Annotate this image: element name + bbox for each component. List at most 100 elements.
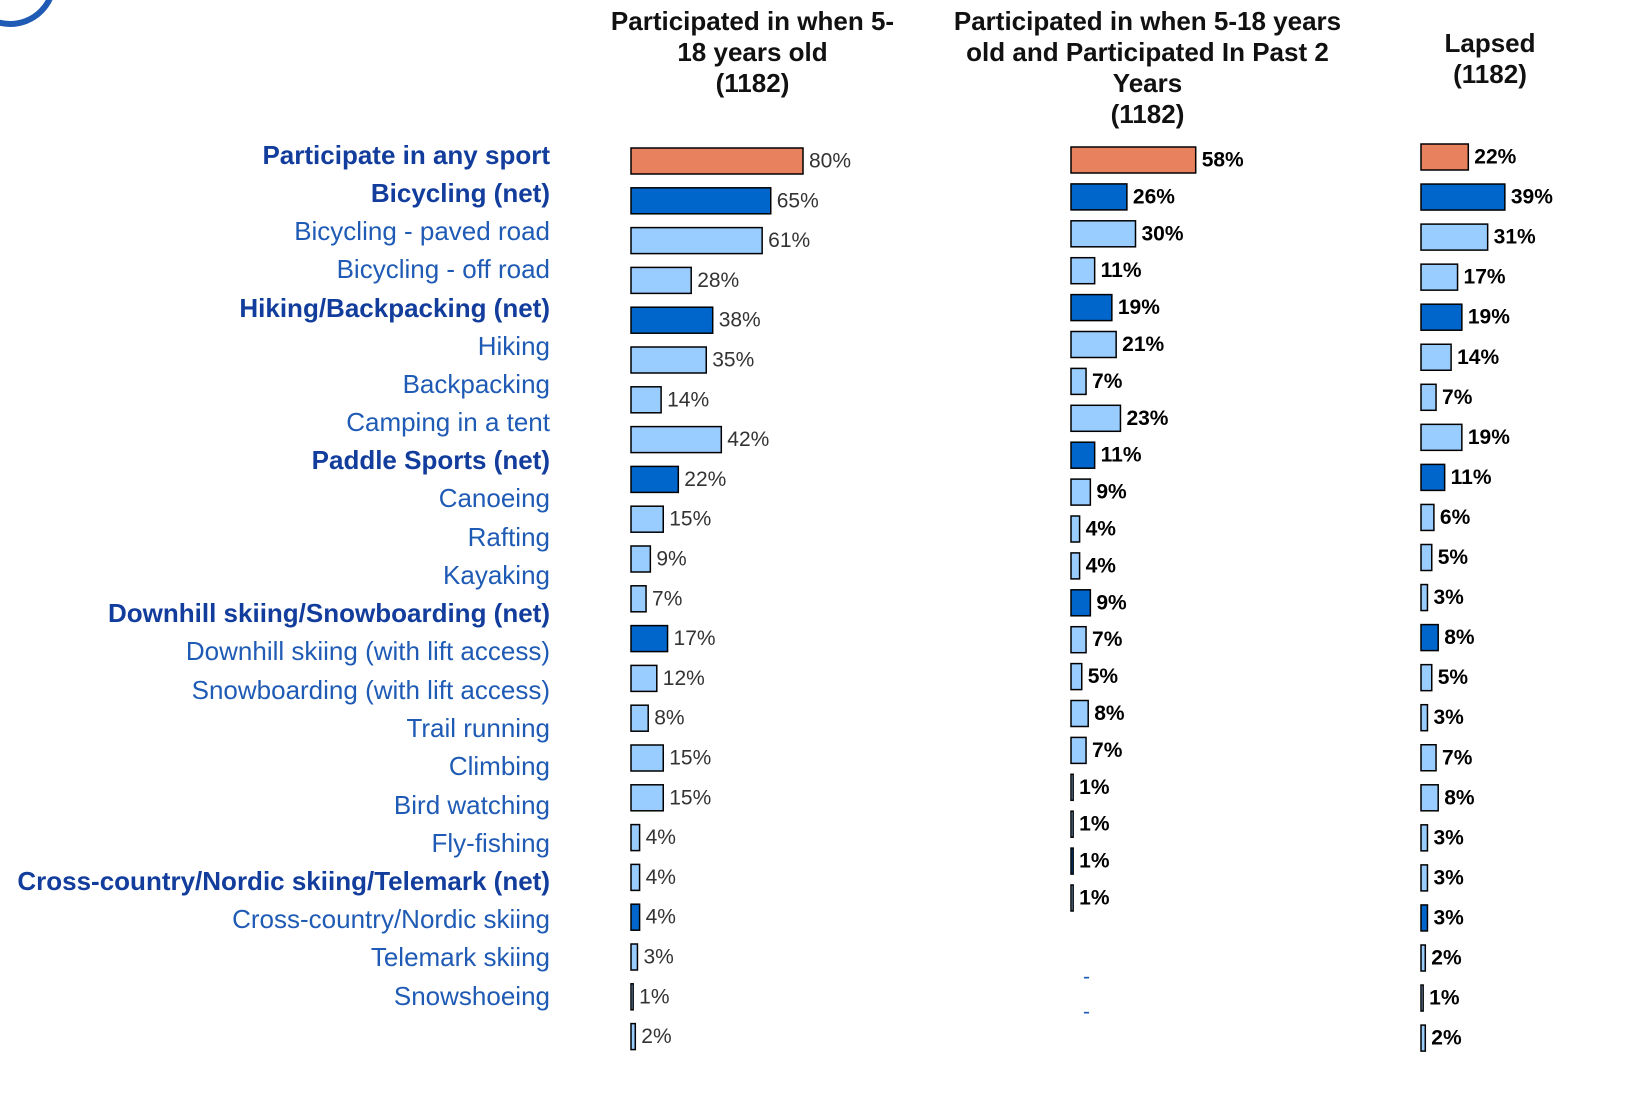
category-label: Downhill skiing (with lift access)	[185, 636, 550, 667]
value-label: 4%	[1086, 518, 1117, 541]
value-label: 3%	[1433, 586, 1464, 609]
bar	[630, 386, 662, 414]
value-label: 9%	[1096, 591, 1127, 614]
bar	[630, 505, 664, 533]
bar	[1420, 703, 1429, 732]
value-label: 2%	[641, 1025, 671, 1048]
value-label: 8%	[1444, 786, 1475, 809]
category-label: Backpacking	[402, 368, 550, 399]
value-label: 15%	[669, 508, 711, 531]
value-label: 1%	[1429, 987, 1460, 1010]
category-label: Bicycling - paved road	[294, 216, 550, 246]
category-label: Climbing	[448, 751, 550, 782]
value-label: 7%	[1092, 628, 1123, 651]
category-label: Participate in any sport	[262, 140, 550, 170]
column-header-base: (1182)	[1110, 99, 1185, 129]
category-label: Snowboarding (with lift access)	[191, 674, 550, 705]
bar	[630, 425, 723, 454]
category-label: Bicycling (net)	[370, 178, 550, 208]
value-label: 7%	[1442, 746, 1473, 769]
value-label: 30%	[1142, 222, 1184, 245]
value-label: -	[1083, 966, 1090, 989]
column-header-base: (1182)	[715, 68, 790, 98]
bar	[1420, 1024, 1427, 1052]
bar	[1070, 515, 1081, 543]
bar	[630, 545, 652, 573]
bar	[1420, 824, 1429, 852]
value-label: 4%	[646, 826, 676, 849]
value-label: 15%	[669, 747, 711, 770]
bar	[630, 306, 714, 334]
bar	[1070, 183, 1128, 211]
bar	[1070, 330, 1117, 359]
category-label: Bicycling - off road	[336, 254, 550, 285]
value-label: 65%	[777, 189, 819, 212]
category-label: Snowshoeing	[393, 980, 550, 1011]
category-label: Cross-country/Nordic skiing/Telemark (ne…	[17, 866, 550, 897]
value-label: 19%	[1468, 306, 1510, 329]
bar	[1070, 847, 1074, 875]
value-label: 35%	[712, 349, 754, 372]
column-header-title: Participated in when 5-18 years old and …	[953, 6, 1342, 98]
value-label: 22%	[1474, 146, 1516, 169]
column-header-title: Participated in when 5-18 years old	[610, 6, 895, 67]
bar	[1420, 263, 1459, 291]
column-header: Lapsed (1182)	[1400, 28, 1580, 90]
column-header-title: Lapsed	[1444, 28, 1536, 58]
bar	[1420, 343, 1452, 371]
logo-fragment	[0, 0, 53, 27]
value-label: 1%	[1079, 776, 1110, 799]
value-label: 4%	[1086, 554, 1117, 577]
value-label: 15%	[669, 786, 711, 809]
bar	[630, 664, 658, 693]
bar	[1420, 944, 1427, 972]
bar	[1420, 984, 1424, 1012]
bar	[630, 903, 641, 931]
value-label: 6%	[1440, 506, 1471, 529]
bar	[630, 346, 707, 374]
value-label: 3%	[1433, 706, 1464, 729]
bar	[630, 1022, 637, 1051]
bar	[1070, 662, 1083, 691]
value-label: 26%	[1133, 185, 1175, 208]
column-header-base: (1182)	[1453, 59, 1527, 89]
category-label: Paddle Sports (net)	[311, 445, 550, 476]
value-label: 3%	[1433, 866, 1464, 889]
value-label: 11%	[1101, 444, 1142, 467]
bar	[1070, 810, 1074, 838]
bar	[630, 187, 772, 215]
bar	[1070, 404, 1122, 433]
column-header: Participated in when 5-18 years old and …	[950, 6, 1345, 130]
bar	[1070, 773, 1074, 802]
bar	[1420, 503, 1435, 532]
bar	[1420, 143, 1470, 171]
category-label: Bird watching	[393, 789, 550, 820]
value-label: 9%	[656, 548, 686, 571]
bar	[630, 226, 763, 255]
value-label: 1%	[1079, 887, 1110, 910]
bar	[630, 943, 639, 971]
bar	[1420, 663, 1433, 692]
value-label: 2%	[1431, 947, 1462, 970]
value-label: 11%	[1451, 466, 1492, 489]
bar	[1420, 223, 1489, 251]
bar	[1420, 784, 1439, 812]
bar	[1070, 293, 1113, 322]
category-label: Hiking	[477, 330, 550, 361]
category-label: Hiking/Backpacking (net)	[239, 292, 550, 323]
value-label: 9%	[1096, 481, 1127, 504]
value-label: 14%	[667, 388, 709, 411]
bar	[1420, 183, 1506, 211]
value-label: 1%	[1079, 850, 1110, 873]
value-label: 8%	[1094, 702, 1125, 725]
value-label: 7%	[652, 587, 682, 610]
bar	[1420, 383, 1437, 412]
value-label: 1%	[1079, 813, 1110, 836]
value-label: 7%	[1442, 386, 1473, 409]
bar	[1070, 367, 1087, 396]
bar	[1070, 736, 1087, 765]
value-label: 2%	[1431, 1027, 1462, 1050]
value-label: 17%	[1464, 266, 1506, 289]
category-labels: Participate in any sport Bicycling (net) B…	[4, 136, 550, 1015]
bar	[1070, 256, 1096, 285]
